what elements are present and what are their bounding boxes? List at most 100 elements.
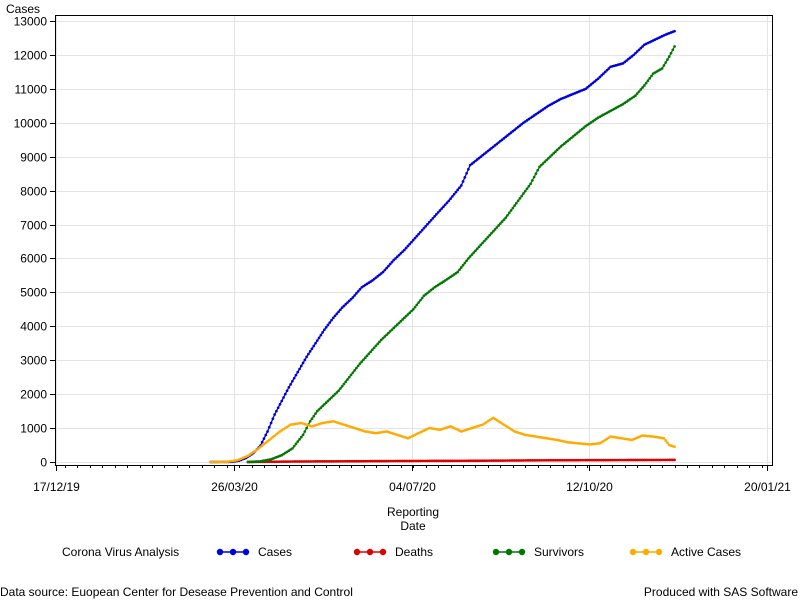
data-point-survivors (523, 189, 527, 193)
data-point-cases (324, 325, 328, 329)
data-point-cases (641, 45, 644, 48)
data-point-cases (285, 389, 289, 393)
data-point-survivors (484, 237, 488, 241)
data-point-survivors (550, 153, 554, 157)
legend-swatch-marker (379, 548, 387, 556)
data-point-survivors (303, 430, 307, 433)
data-point-cases (301, 361, 305, 365)
data-point-survivors (660, 67, 664, 70)
data-point-survivors (513, 204, 516, 207)
y-tick-label: 13000 (14, 15, 48, 29)
series-layer (209, 29, 676, 464)
data-point-survivors (554, 150, 557, 153)
data-point-cases (289, 382, 292, 386)
data-point-survivors (415, 303, 419, 307)
data-point-survivors (360, 360, 364, 363)
data-point-survivors (475, 247, 479, 251)
data-point-survivors (376, 342, 380, 346)
x-axis-title-line-1: Reporting (387, 505, 439, 519)
y-axis-title: Cases (6, 2, 40, 16)
data-point-survivors (491, 229, 495, 233)
legend-label-cases: Cases (258, 545, 292, 559)
data-point-cases (424, 224, 428, 228)
data-point-survivors (667, 55, 671, 58)
data-point-survivors (467, 257, 470, 260)
data-point-survivors (644, 81, 648, 85)
data-point-survivors (548, 155, 552, 159)
legend-swatch-marker (518, 548, 526, 556)
data-point-cases (267, 425, 271, 429)
data-point-survivors (531, 179, 534, 182)
data-point-survivors (538, 165, 541, 169)
data-point-cases (429, 218, 433, 222)
data-point-survivors (339, 387, 342, 390)
data-point-cases (351, 296, 355, 299)
data-point-survivors (545, 158, 548, 162)
data-point-survivors (381, 336, 385, 340)
data-point-cases (355, 292, 358, 295)
data-point-survivors (507, 211, 511, 215)
data-point-cases (408, 242, 412, 246)
data-point-survivors (483, 239, 486, 243)
data-point-survivors (326, 399, 330, 403)
legend-title: Corona Virus Analysis (62, 545, 179, 559)
data-point-cases (347, 299, 351, 303)
y-axis: 0 1000 2000 3000 4000 5000 6000 7000 8000 9000 100… (14, 15, 55, 470)
series-line-survivors (247, 46, 676, 463)
data-point-cases (308, 350, 312, 353)
data-point-survivors (539, 163, 543, 167)
data-point-cases (303, 358, 307, 362)
data-point-survivors (641, 86, 644, 89)
data-point-survivors (371, 348, 374, 352)
data-point-cases (438, 209, 442, 212)
data-point-survivors (397, 321, 401, 325)
data-point-cases (292, 376, 296, 380)
data-point-survivors (406, 313, 410, 316)
data-point-survivors (559, 145, 563, 148)
grid-lines (55, 15, 772, 465)
footnote-data-source: Data source: Euopean Center for Desease … (0, 585, 353, 599)
data-point-cases (422, 226, 426, 230)
data-point-cases (433, 214, 436, 218)
data-point-survivors (308, 419, 312, 423)
data-point-cases (340, 306, 344, 309)
data-point-survivors (643, 84, 646, 87)
data-point-survivors (294, 442, 298, 446)
data-point-cases (387, 264, 390, 268)
data-point-survivors (299, 435, 303, 439)
series-line-cases (210, 30, 675, 463)
data-point-survivors (379, 338, 383, 342)
data-point-cases (315, 339, 319, 342)
data-point-cases (344, 302, 348, 306)
data-point-survivors (419, 298, 422, 302)
data-point-cases (399, 252, 403, 255)
data-point-cases (603, 70, 607, 74)
data-point-cases (415, 234, 419, 238)
data-point-survivors (635, 92, 639, 95)
series-deaths (246, 458, 676, 464)
data-point-survivors (520, 194, 524, 198)
y-tick-label: 7000 (20, 219, 47, 233)
data-point-survivors (515, 201, 518, 205)
data-point-survivors (534, 172, 538, 175)
data-point-cases (607, 67, 611, 70)
data-point-cases (419, 230, 422, 234)
data-point-survivors (337, 389, 340, 393)
data-point-survivors (481, 241, 484, 245)
data-point-survivors (408, 311, 412, 315)
data-point-cases (349, 297, 353, 301)
data-point-survivors (518, 197, 522, 200)
data-point-survivors (664, 61, 668, 64)
x-axis-title-line-2: Date (400, 519, 426, 533)
data-point-survivors (543, 160, 547, 164)
data-point-cases (673, 29, 676, 33)
data-point-survivors (394, 324, 397, 328)
legend-label-active-cases: Active Cases (671, 545, 741, 559)
data-point-survivors (291, 447, 294, 450)
legend-swatch-marker (505, 548, 513, 556)
data-point-cases (264, 433, 268, 437)
data-point-cases (397, 253, 401, 257)
data-point-survivors (506, 213, 509, 217)
data-point-survivors (527, 184, 531, 188)
data-point-survivors (639, 88, 643, 91)
